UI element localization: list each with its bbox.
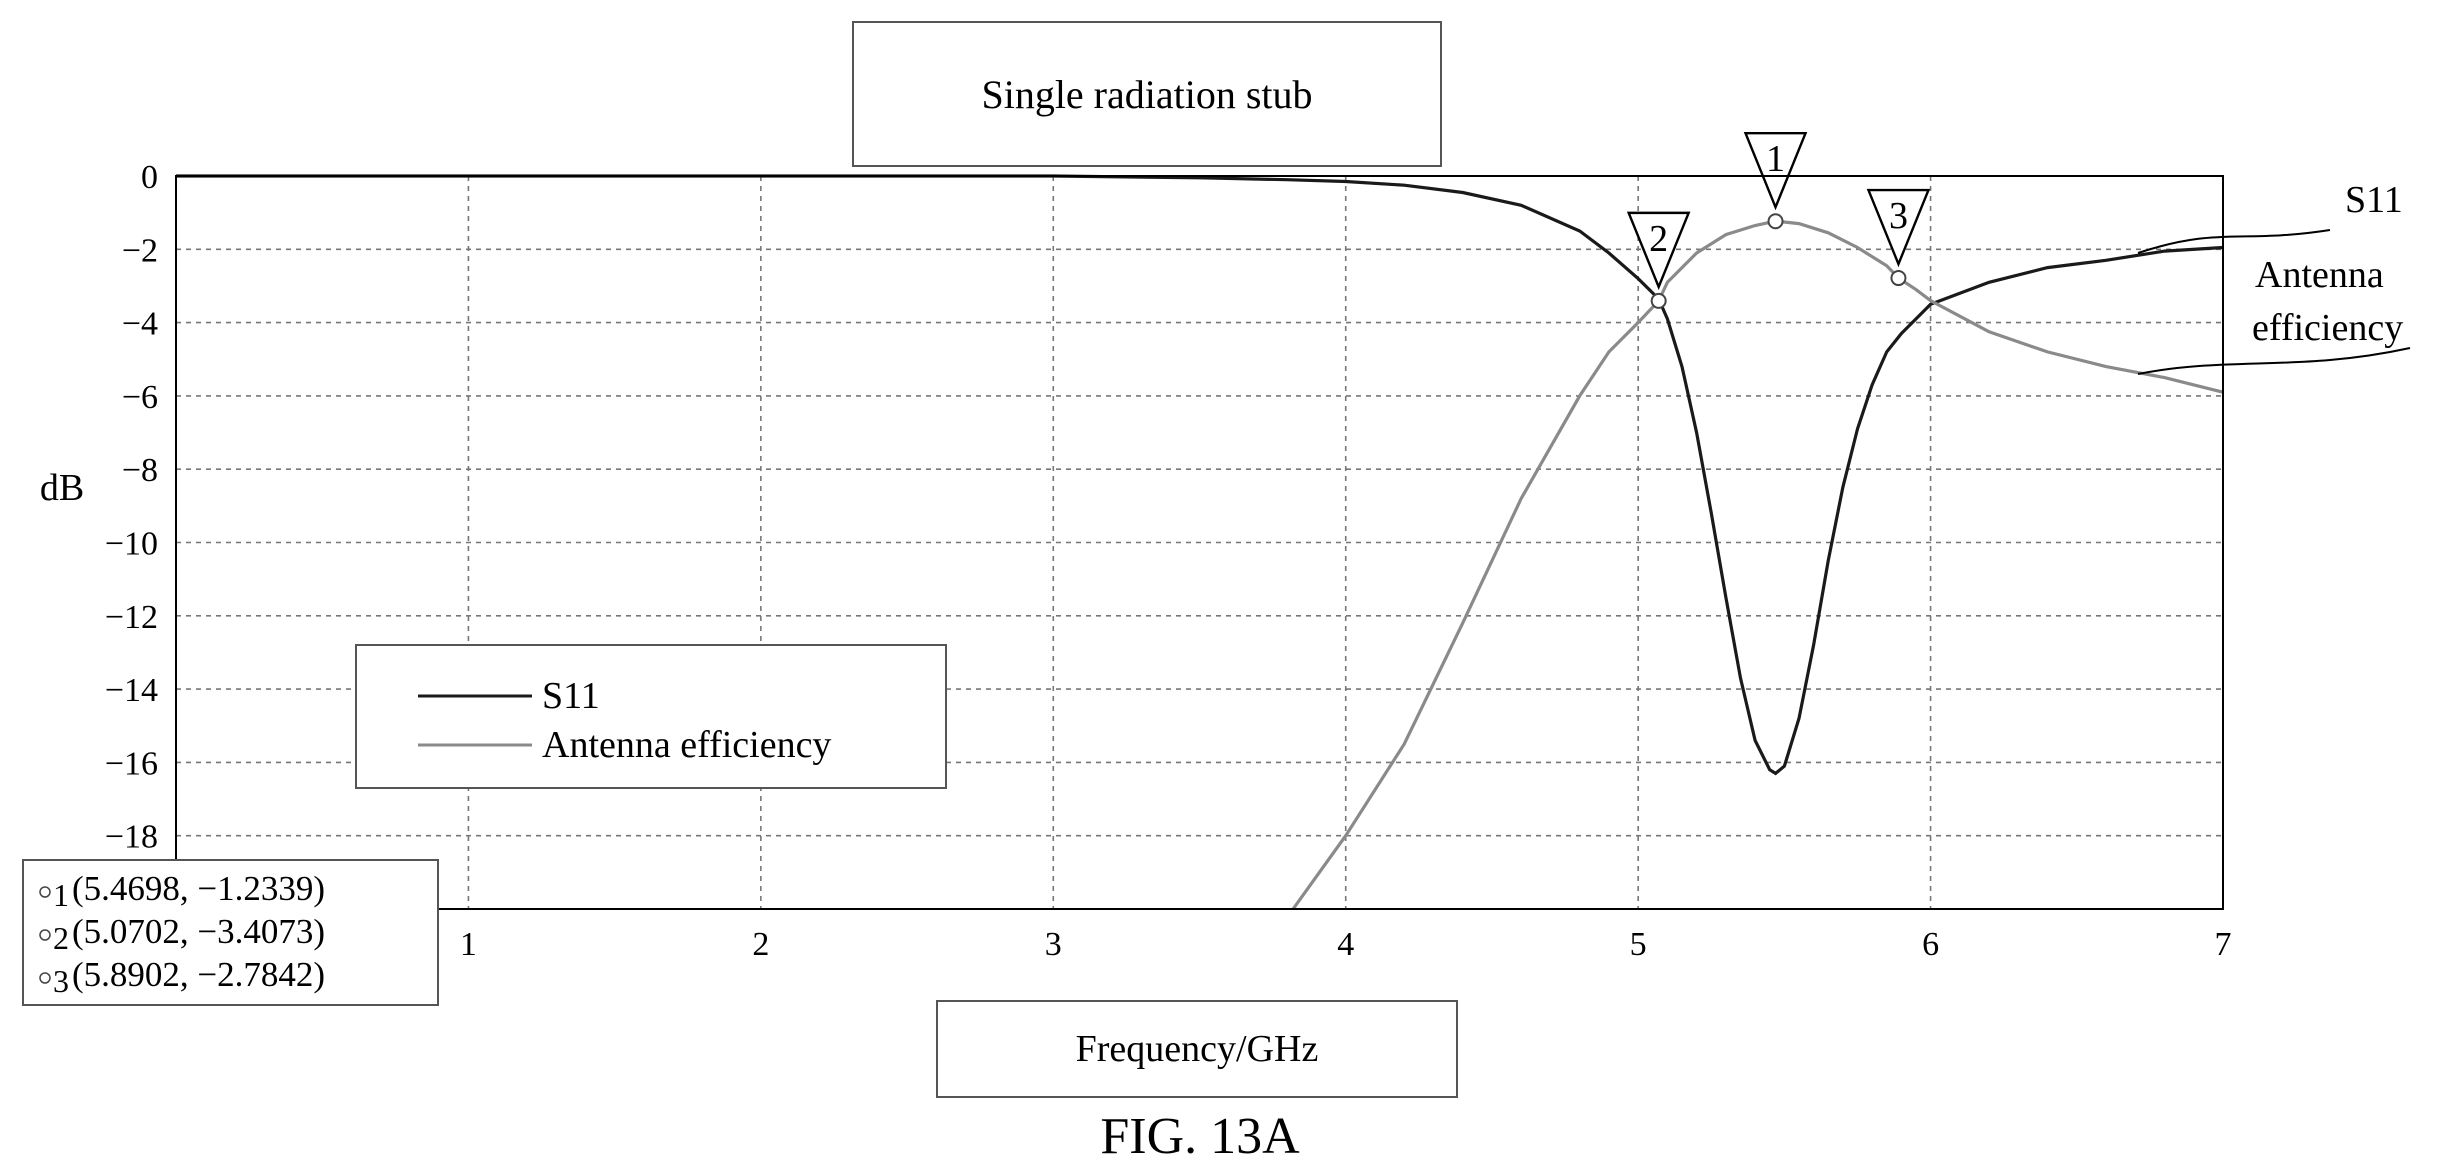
y-tick-label: −14	[105, 672, 158, 709]
x-axis-label: Frequency/GHz	[1076, 1028, 1319, 1070]
markers: 1 2 3	[1626, 132, 1931, 309]
readout-value: (5.4698, −1.2339)	[72, 869, 325, 908]
y-tick-label: −4	[122, 306, 158, 343]
x-tick-label: 1	[460, 926, 477, 963]
x-tick-label: 2	[752, 926, 769, 963]
y-tick-label: −10	[105, 526, 158, 563]
readout-value: (5.0702, −3.4073)	[72, 912, 325, 951]
x-tick-label: 7	[2215, 926, 2232, 963]
antenna-efficiency-curve	[1291, 219, 2224, 910]
readout-number: 1	[53, 877, 69, 913]
marker-number: 2	[1649, 218, 1668, 260]
y-tick-label: −16	[105, 745, 158, 782]
s11-curve	[176, 174, 2224, 776]
y-tick-label: −8	[122, 452, 158, 489]
x-tick-label: 5	[1630, 926, 1647, 963]
x-tick-label: 4	[1337, 926, 1354, 963]
efficiency-callout-line	[2137, 347, 2411, 375]
marker-dot	[1767, 213, 1784, 230]
readout-dot	[39, 886, 51, 898]
plot-area: 0 −2 −4 −6 −8 −10 −12 −14 −16 −18 1 2 3 4 5 6 7 1 2 3	[105, 132, 2232, 963]
readout-value: (5.8902, −2.7842)	[72, 955, 325, 994]
marker-flag	[1626, 211, 1691, 291]
x-tick-label: 6	[1922, 926, 1939, 963]
legend-frame	[355, 644, 947, 789]
x-label-frame	[936, 1000, 1458, 1098]
readout-dot	[39, 929, 51, 941]
readout-number: 3	[53, 963, 69, 999]
title-frame	[852, 21, 1442, 167]
x-tick-label: 3	[1045, 926, 1062, 963]
y-tick-label: −2	[122, 232, 158, 269]
chart-title: Single radiation stub	[981, 72, 1312, 117]
y-tick-label: −6	[122, 379, 158, 416]
legend-efficiency-label: Antenna efficiency	[542, 724, 831, 766]
marker-flag	[1743, 132, 1808, 211]
legend-s11-label: S11	[542, 675, 600, 717]
x-tick-labels: 1 2 3 4 5 6 7	[460, 926, 2232, 963]
readout-number: 2	[53, 920, 69, 956]
s11-callout-line	[2137, 229, 2331, 254]
y-tick-label: 0	[141, 159, 158, 196]
s11-callout: S11	[2345, 179, 2403, 221]
marker-2: 2	[1626, 211, 1691, 309]
legend: S11 Antenna efficiency	[355, 644, 947, 789]
x-label-box: Frequency/GHz	[936, 1000, 1458, 1098]
y-tick-labels: 0 −2 −4 −6 −8 −10 −12 −14 −16 −18	[105, 159, 158, 856]
marker-number: 3	[1889, 195, 1908, 237]
grid	[176, 176, 2223, 909]
marker-dot	[1650, 292, 1667, 309]
callouts: S11 Antenna efficiency	[2137, 179, 2411, 375]
y-tick-label: −18	[105, 819, 158, 856]
marker-number: 1	[1766, 138, 1785, 180]
marker-3: 3	[1866, 188, 1931, 287]
plot-frame	[175, 175, 2224, 910]
title-box: Single radiation stub	[852, 21, 1442, 167]
y-tick-label: −12	[105, 599, 158, 636]
readout-dot	[39, 972, 51, 984]
antenna-callout: Antenna	[2255, 254, 2384, 296]
marker-1: 1	[1743, 132, 1808, 230]
efficiency-callout: efficiency	[2252, 307, 2403, 349]
readout-frame	[22, 859, 439, 1006]
figure-caption: FIG. 13A	[1100, 1108, 1300, 1165]
y-axis-label: dB	[40, 467, 84, 509]
marker-readout: 1 (5.4698, −1.2339)2 (5.0702, −3.4073)3 (5.…	[22, 859, 439, 1006]
marker-flag	[1866, 188, 1931, 268]
marker-dot	[1890, 270, 1907, 287]
